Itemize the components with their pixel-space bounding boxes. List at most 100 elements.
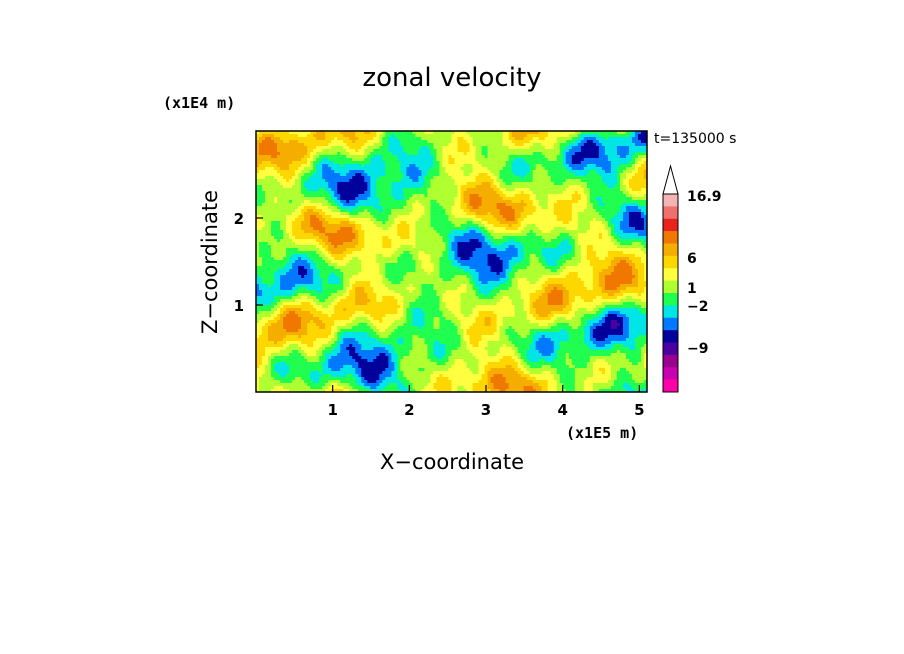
heatmap-cell: [538, 164, 543, 168]
heatmap-cell: [622, 143, 627, 147]
heatmap-cell: [541, 158, 546, 162]
heatmap-cell: [289, 185, 293, 189]
heatmap-cell: [457, 182, 461, 186]
heatmap-cell: [523, 239, 528, 243]
heatmap-cell: [376, 134, 380, 138]
heatmap-cell: [283, 209, 287, 213]
heatmap-cell: [337, 140, 341, 144]
heatmap-cell: [613, 149, 618, 153]
heatmap-cell: [451, 182, 455, 186]
heatmap-cell: [319, 176, 323, 180]
heatmap-cell: [541, 242, 546, 246]
heatmap-cell: [271, 137, 275, 141]
heatmap-cell: [553, 185, 558, 189]
heatmap-cell: [385, 170, 389, 174]
heatmap-cell: [466, 146, 470, 150]
heatmap-cell: [640, 170, 645, 174]
heatmap-cell: [412, 140, 416, 144]
heatmap-cell: [466, 179, 470, 183]
heatmap-cell: [613, 206, 618, 210]
heatmap-cell: [280, 242, 284, 246]
heatmap-cell: [394, 155, 398, 159]
heatmap-cell: [439, 230, 443, 234]
heatmap-cell: [445, 230, 449, 234]
heatmap-cell: [445, 173, 449, 177]
heatmap-cell: [322, 131, 326, 135]
heatmap-cell: [535, 131, 540, 135]
heatmap-cell: [577, 236, 582, 240]
heatmap-cell: [388, 224, 392, 228]
heatmap-cell: [313, 152, 317, 156]
heatmap-cell: [547, 152, 552, 156]
heatmap-cell: [280, 176, 284, 180]
heatmap-cell: [433, 146, 437, 150]
heatmap-cell: [529, 206, 534, 210]
heatmap-cell: [478, 224, 482, 228]
heatmap-cell: [268, 212, 272, 216]
heatmap-cell: [367, 164, 371, 168]
heatmap-cell: [589, 188, 594, 192]
heatmap-cell: [280, 206, 284, 210]
heatmap-cell: [268, 221, 272, 225]
heatmap-cell: [448, 146, 452, 150]
heatmap-cell: [505, 179, 510, 183]
heatmap-cell: [574, 203, 579, 207]
heatmap-cell: [451, 179, 455, 183]
heatmap-cell: [259, 137, 263, 141]
heatmap-cell: [433, 194, 437, 198]
heatmap-cell: [517, 212, 522, 216]
heatmap-cell: [259, 239, 263, 243]
heatmap-cell: [382, 137, 386, 141]
heatmap-cell: [286, 221, 290, 225]
heatmap-cell: [292, 179, 296, 183]
heatmap-cell: [298, 218, 302, 222]
heatmap-cell: [487, 200, 491, 204]
heatmap-cell: [493, 224, 498, 228]
heatmap-cell: [301, 230, 305, 234]
heatmap-cell: [439, 143, 443, 147]
heatmap-cell: [472, 155, 476, 159]
heatmap-cell: [403, 227, 407, 231]
heatmap-cell: [289, 233, 293, 237]
heatmap-cell: [634, 194, 639, 198]
heatmap-cell: [595, 149, 600, 153]
heatmap-cell: [601, 137, 606, 141]
heatmap-cell: [340, 239, 344, 243]
heatmap-cell: [466, 221, 470, 225]
heatmap-cell: [559, 233, 564, 237]
heatmap-cell: [472, 233, 476, 237]
heatmap-cell: [283, 158, 287, 162]
heatmap-cell: [469, 191, 473, 195]
heatmap-cell: [568, 140, 573, 144]
heatmap-cell: [364, 209, 368, 213]
heatmap-cell: [370, 191, 374, 195]
heatmap-cell: [259, 134, 263, 138]
heatmap-cell: [409, 170, 413, 174]
heatmap-cell: [427, 134, 431, 138]
heatmap-cell: [322, 176, 326, 180]
heatmap-cell: [370, 149, 374, 153]
heatmap-cell: [268, 206, 272, 210]
heatmap-cell: [304, 152, 308, 156]
heatmap-cell: [319, 182, 323, 186]
heatmap-cell: [610, 164, 615, 168]
heatmap-cell: [535, 158, 540, 162]
heatmap-cell: [292, 194, 296, 198]
heatmap-cell: [472, 143, 476, 147]
heatmap-cell: [469, 158, 473, 162]
heatmap-cell: [592, 185, 597, 189]
heatmap-cell: [301, 131, 305, 135]
heatmap-cell: [301, 143, 305, 147]
heatmap-cell: [391, 149, 395, 153]
heatmap-cell: [538, 212, 543, 216]
heatmap-cell: [634, 242, 639, 246]
heatmap-cell: [301, 242, 305, 246]
heatmap-cell: [427, 146, 431, 150]
heatmap-cell: [409, 200, 413, 204]
heatmap-cell: [373, 209, 377, 213]
heatmap-cell: [586, 200, 591, 204]
heatmap-cell: [640, 188, 645, 192]
heatmap-cell: [403, 176, 407, 180]
heatmap-cell: [307, 134, 311, 138]
heatmap-cell: [322, 140, 326, 144]
